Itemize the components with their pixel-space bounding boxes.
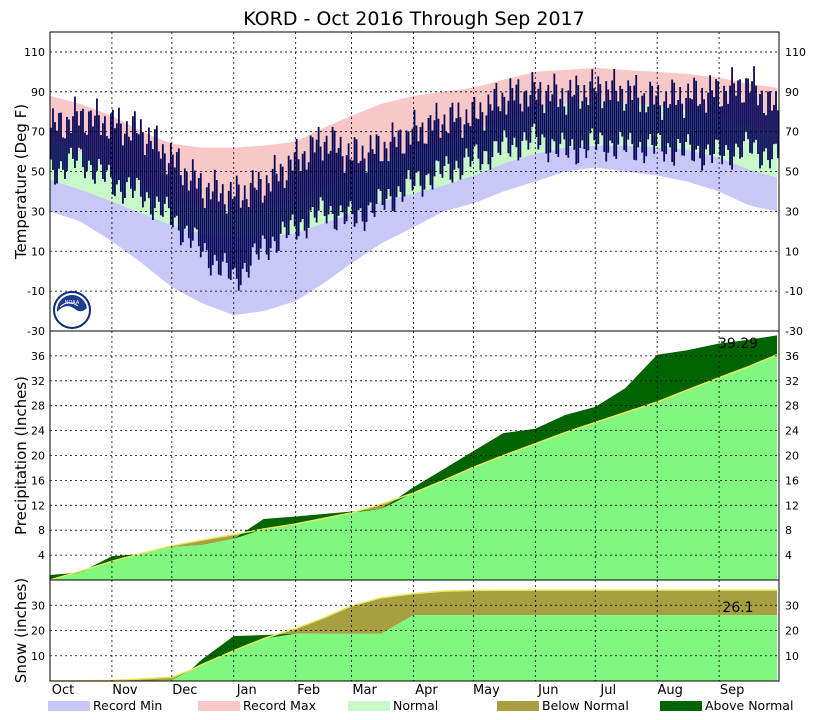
month-label: Dec xyxy=(172,683,197,698)
y-tick-label-right: 4 xyxy=(785,549,792,562)
y-tick-label-right: 50 xyxy=(785,166,799,179)
y-tick-label-left: 16 xyxy=(31,474,45,487)
y-tick-label-left: -30 xyxy=(27,325,45,338)
record-min-band xyxy=(50,145,777,316)
y-tick-label-right: -30 xyxy=(785,325,803,338)
y-tick-label-left: 50 xyxy=(31,166,45,179)
y-tick-label-right: 110 xyxy=(785,46,806,59)
legend-label: Below Normal xyxy=(542,698,629,713)
legend-label: Above Normal xyxy=(705,698,793,713)
month-label: Oct xyxy=(52,683,74,698)
month-label: Nov xyxy=(112,683,138,698)
above-normal-area xyxy=(50,335,777,580)
y-tick-label-right: 20 xyxy=(785,625,799,638)
y-tick-label-left: 20 xyxy=(31,450,45,463)
y-tick-label-right: 32 xyxy=(785,375,799,388)
legend-swatch xyxy=(348,701,390,711)
normal-band xyxy=(50,101,777,238)
panel-frame xyxy=(49,579,780,682)
y-tick-label-right: 70 xyxy=(785,126,799,139)
noaa-logo-icon: NOAA xyxy=(53,291,91,329)
legend-item: Normal xyxy=(348,698,438,713)
legend-label: Record Min xyxy=(93,698,162,713)
y-tick-label-right: 10 xyxy=(785,650,799,663)
month-label: Mar xyxy=(352,683,377,698)
y-tick-label-left: 8 xyxy=(38,524,45,537)
month-label: Aug xyxy=(657,683,682,698)
y-tick-label-left: 90 xyxy=(31,86,45,99)
y-tick-label-left: 28 xyxy=(31,400,45,413)
y-tick-label-right: 36 xyxy=(785,350,799,363)
legend-swatch xyxy=(48,701,90,711)
y-axis-label: Temperature (Deg F) xyxy=(12,104,30,260)
y-tick-label-left: 70 xyxy=(31,126,45,139)
y-tick-label-right: 16 xyxy=(785,474,799,487)
legend-swatch xyxy=(660,701,702,711)
y-tick-label-left: 24 xyxy=(31,425,45,438)
observed-temperature-series xyxy=(50,66,779,291)
y-tick-label-left: 12 xyxy=(31,499,45,512)
y-tick-label-right: -10 xyxy=(785,285,803,298)
total-annotation: 26.1 xyxy=(722,600,753,616)
legend-item: Record Max xyxy=(198,698,316,713)
y-tick-label-right: 90 xyxy=(785,86,799,99)
y-axis-label: Snow (inches) xyxy=(12,578,30,683)
y-tick-label-left: 10 xyxy=(31,650,45,663)
month-label: Sep xyxy=(720,683,745,698)
y-tick-label-left: 20 xyxy=(31,625,45,638)
legend-item: Below Normal xyxy=(497,698,629,713)
y-tick-label-right: 24 xyxy=(785,425,799,438)
legend-label: Record Max xyxy=(243,698,316,713)
y-tick-label-left: 30 xyxy=(31,599,45,612)
y-tick-label-left: 36 xyxy=(31,350,45,363)
temperature-panel: -30 -30 -10 -10 10 10 30 30 50 50 70 70 90 90 110 110 Te… xyxy=(12,31,806,338)
chart-title: KORD - Oct 2016 Through Sep 2017 xyxy=(243,8,584,30)
y-tick-label-left: -10 xyxy=(27,285,45,298)
y-tick-label-right: 28 xyxy=(785,400,799,413)
y-tick-label-right: 8 xyxy=(785,524,792,537)
y-tick-label-right: 12 xyxy=(785,499,799,512)
y-tick-label-left: 32 xyxy=(31,375,45,388)
month-label: Feb xyxy=(297,683,320,698)
legend-swatch xyxy=(497,701,539,711)
month-label: Jan xyxy=(236,683,257,698)
legend-item: Above Normal xyxy=(660,698,793,713)
total-annotation: 39.29 xyxy=(718,336,758,352)
y-axis-label: Precipitation (Inches) xyxy=(12,376,30,535)
month-label: Apr xyxy=(415,683,438,698)
y-tick-label-right: 20 xyxy=(785,450,799,463)
noaa-logo-text: NOAA xyxy=(65,300,80,306)
observed-normal-area xyxy=(50,354,777,580)
legend-label: Normal xyxy=(393,698,438,713)
y-tick-label-left: 4 xyxy=(38,549,45,562)
month-axis: Oct Nov Dec Jan Feb Mar Apr May Jun Jul Aug Sep xyxy=(52,683,745,698)
y-tick-label-right: 30 xyxy=(785,205,799,218)
y-tick-label-left: 110 xyxy=(24,46,45,59)
month-label: Jul xyxy=(599,683,616,698)
y-tick-label-right: 10 xyxy=(785,245,799,258)
legend: Record Min Record Max Normal Below Normal Ab… xyxy=(48,698,793,713)
legend-item: Record Min xyxy=(48,698,162,713)
month-label: May xyxy=(473,683,500,698)
y-tick-label-left: 30 xyxy=(31,205,45,218)
y-tick-label-left: 10 xyxy=(31,245,45,258)
legend-swatch xyxy=(198,701,240,711)
month-label: Jun xyxy=(537,683,558,698)
below-normal-area xyxy=(50,590,777,681)
y-tick-label-right: 30 xyxy=(785,599,799,612)
